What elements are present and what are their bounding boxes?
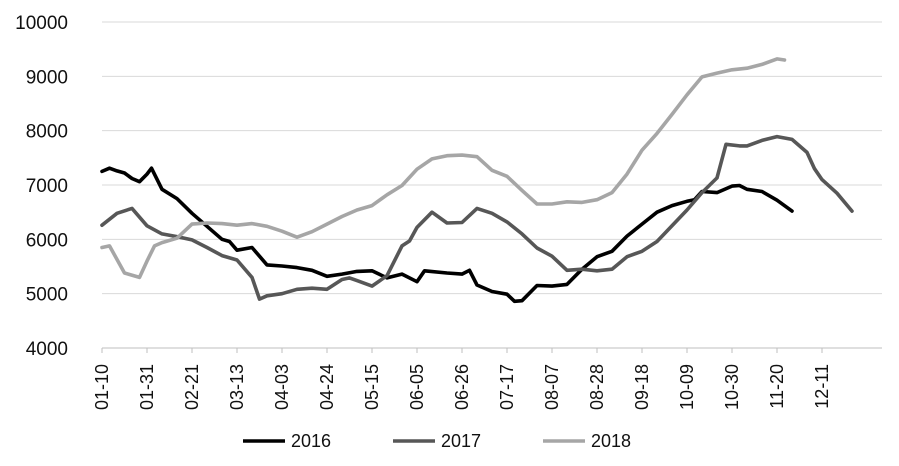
x-tick-label: 01-10 (92, 364, 112, 410)
x-axis: 01-10 01-31 02-21 03-13 04-03 04-24 05-15 06-05… (92, 347, 882, 410)
y-tick-label: 9000 (26, 67, 68, 88)
x-tick-label: 08-07 (542, 364, 562, 410)
x-tick-label: 02-21 (182, 364, 202, 410)
y-tick-label: 5000 (26, 285, 68, 306)
x-tick-label: 10-30 (722, 364, 742, 410)
x-tick-label: 06-26 (452, 364, 472, 410)
x-tick-label: 07-17 (497, 364, 517, 410)
legend: 2016 2017 2018 (243, 431, 631, 451)
x-tick-label: 04-03 (272, 364, 292, 410)
x-tick-label: 09-18 (632, 364, 652, 410)
legend-label-2017: 2017 (441, 431, 481, 451)
x-tick-label: 12-11 (812, 364, 832, 409)
x-tick-label: 10-09 (677, 364, 697, 410)
y-tick-label: 4000 (26, 339, 68, 360)
y-tick-label: 7000 (26, 176, 68, 197)
series-line-2016 (100, 166, 794, 304)
x-tick-label: 11-20 (767, 364, 787, 409)
series-line-2017 (100, 134, 854, 301)
x-tick-label: 04-24 (317, 364, 337, 410)
legend-label-2016: 2016 (291, 431, 331, 451)
legend-label-2018: 2018 (591, 431, 631, 451)
gridlines (102, 21, 882, 295)
x-tick-label: 05-15 (362, 364, 382, 410)
x-tick-label: 01-31 (137, 364, 157, 410)
x-tick-label: 06-05 (407, 364, 427, 410)
series-line-2018 (100, 57, 787, 280)
y-tick-label: 6000 (26, 230, 68, 251)
x-tick-label: 03-13 (227, 364, 247, 410)
y-axis: 4000 5000 6000 7000 8000 9000 10000 (15, 13, 68, 360)
y-tick-label: 8000 (26, 122, 68, 143)
y-tick-label: 10000 (15, 13, 68, 34)
series-lines (100, 57, 854, 304)
x-tick-label: 08-28 (587, 364, 607, 410)
